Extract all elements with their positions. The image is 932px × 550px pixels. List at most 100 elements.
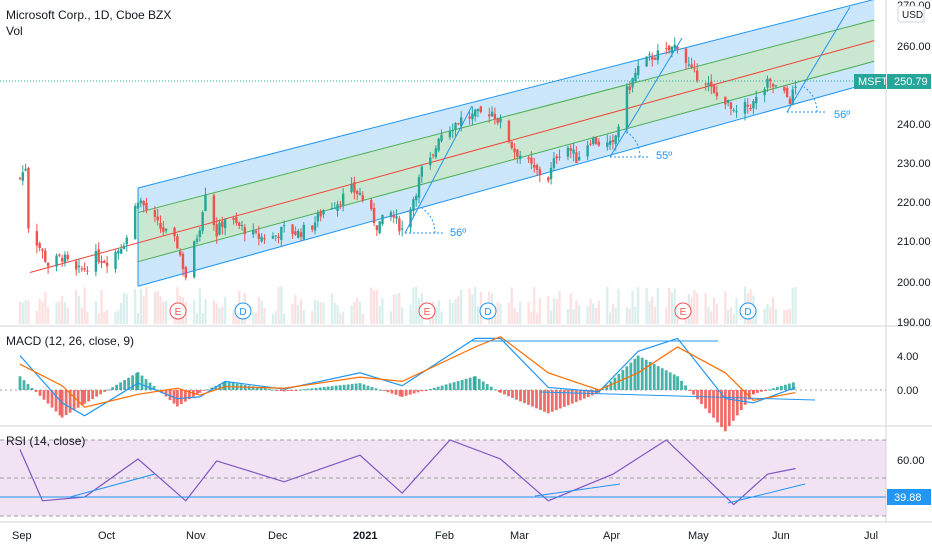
candle-body	[653, 58, 657, 60]
volume-bar	[578, 305, 581, 324]
candle-body	[631, 78, 634, 88]
macd-histogram-bar	[519, 390, 522, 402]
volume-bar	[589, 298, 592, 324]
volume-bar	[457, 296, 460, 324]
macd-histogram-bar	[780, 385, 783, 390]
candle-body	[254, 231, 258, 233]
macd-histogram-bar	[22, 380, 26, 390]
macd-histogram-bar	[99, 390, 103, 395]
candle-body	[184, 267, 187, 278]
candle-body	[592, 138, 595, 144]
candle-body	[431, 154, 435, 156]
candle-body	[712, 85, 716, 93]
candle-body	[83, 268, 86, 270]
volume-bar	[634, 306, 637, 324]
volume-bar	[212, 300, 215, 324]
macd-histogram-bar	[251, 386, 255, 390]
macd-histogram-bar	[338, 385, 342, 390]
candle-body	[637, 65, 640, 76]
volume-bar	[232, 310, 235, 324]
macd-histogram-bar	[676, 376, 679, 390]
macd-histogram-bar	[412, 390, 416, 394]
volume-bar	[451, 302, 454, 324]
macd-histogram-bar	[342, 384, 346, 390]
candle-body	[774, 85, 778, 87]
candle-body	[86, 270, 89, 272]
candle-body	[575, 152, 578, 163]
macd-histogram-bar	[42, 390, 46, 400]
earnings-marker	[169, 302, 187, 320]
macd-histogram-bar	[747, 390, 751, 400]
volume-bar	[313, 299, 317, 324]
volume-bar	[302, 309, 305, 324]
candle-body	[164, 228, 168, 231]
candle-body	[201, 212, 204, 232]
macd-histogram-bar	[382, 390, 386, 391]
macd-histogram-bar	[570, 390, 574, 404]
volume-bar	[625, 307, 629, 324]
candle-body	[665, 48, 668, 50]
candle-body	[667, 45, 671, 51]
volume-bar	[493, 313, 496, 324]
volume-bar	[735, 298, 738, 324]
volume-bar	[392, 294, 395, 324]
macd-histogram-bar	[127, 377, 131, 390]
volume-bar	[114, 312, 117, 324]
candle-body	[134, 206, 137, 240]
candle-body	[625, 86, 629, 130]
volume-bar	[254, 312, 258, 324]
channel-inner-lower-line	[137, 60, 875, 263]
candle-body	[375, 225, 379, 231]
candle-body	[27, 167, 30, 229]
macd-histogram-bar	[50, 390, 54, 408]
macd-histogram-bar	[444, 384, 448, 390]
macd-histogram-bar	[362, 384, 366, 390]
earnings-marker	[674, 302, 692, 320]
volume-bar	[572, 309, 575, 324]
price-tick: 210.00	[897, 236, 931, 248]
candle-body	[243, 227, 246, 235]
candle-body	[302, 224, 306, 240]
macd-histogram-bar	[723, 390, 727, 432]
macd-tick: 0.00	[897, 385, 918, 397]
price-tick: 240.00	[897, 119, 931, 131]
volume-bar	[513, 307, 516, 324]
volume-bar	[339, 313, 342, 324]
volume-bar	[791, 287, 794, 324]
macd-histogram-bar	[346, 384, 350, 390]
candle-body	[311, 225, 314, 230]
currency-box[interactable]	[897, 5, 925, 23]
candle-body	[707, 82, 710, 86]
volume-bar	[280, 286, 283, 324]
candle-body	[783, 86, 786, 91]
candle-body	[257, 233, 261, 239]
volume-bar	[535, 313, 539, 324]
volume-bar	[77, 296, 81, 324]
price-tick: 260.00	[897, 41, 931, 53]
volume-bar	[530, 311, 533, 324]
candle-body	[479, 106, 483, 113]
macd-histogram-bar	[515, 390, 518, 400]
volume-bar	[257, 296, 260, 324]
volume-bar	[715, 303, 718, 324]
candle-body	[417, 177, 421, 198]
candle-body	[35, 231, 39, 246]
candle-body	[451, 130, 454, 132]
volume-bar	[527, 302, 530, 324]
volume-bar	[58, 301, 61, 324]
candle-body	[142, 201, 145, 206]
volume-bar	[139, 288, 142, 324]
macd-histogram-bar	[148, 382, 152, 390]
volume-bar	[195, 313, 199, 324]
candle-body	[271, 236, 275, 239]
macd-histogram-bar	[198, 390, 202, 393]
volume-bar	[198, 288, 201, 324]
macd-histogram-bar	[187, 390, 191, 400]
macd-histogram-bar	[648, 361, 652, 390]
time-tick: Oct	[98, 530, 115, 542]
candle-body	[412, 199, 415, 212]
macd-tick: 4.00	[897, 351, 918, 363]
volume-bar	[224, 296, 227, 324]
candle-body	[240, 225, 244, 227]
